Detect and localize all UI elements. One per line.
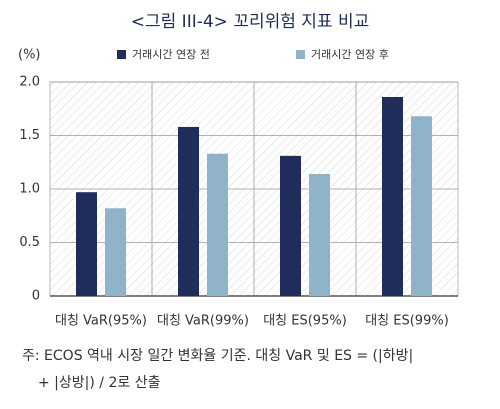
x-tick-label: 대칭 VaR(95%) <box>55 314 147 329</box>
bar <box>207 153 228 296</box>
bar <box>309 174 330 296</box>
bar <box>76 192 97 296</box>
y-tick-label: 0 <box>32 289 40 304</box>
y-tick-label: 1.5 <box>19 128 40 143</box>
legend-label: 거래시간 연장 후 <box>311 48 389 61</box>
chart-title: <그림 III-4> 꼬리위험 지표 비교 <box>131 12 370 32</box>
bar <box>178 126 199 296</box>
bar <box>382 96 403 296</box>
legend-label: 거래시간 연장 전 <box>132 48 210 61</box>
note-line: + |상방|) / 2로 산출 <box>38 375 161 391</box>
y-tick-label: 1.0 <box>19 182 40 197</box>
bar <box>105 208 126 296</box>
y-unit: (%) <box>18 48 41 63</box>
x-tick-label: 대칭 VaR(99%) <box>157 314 249 329</box>
x-tick-label: 대칭 ES(95%) <box>263 314 347 329</box>
y-tick-label: 2.0 <box>19 75 40 90</box>
bar <box>280 155 301 296</box>
legend-swatch <box>296 50 305 59</box>
y-tick-label: 0.5 <box>19 235 40 250</box>
legend-swatch <box>117 50 126 59</box>
bar <box>411 116 432 297</box>
x-tick-label: 대칭 ES(99%) <box>365 314 449 329</box>
note-line: 주: ECOS 역내 시장 일간 변화율 기준. 대칭 VaR 및 ES = (… <box>22 348 413 364</box>
